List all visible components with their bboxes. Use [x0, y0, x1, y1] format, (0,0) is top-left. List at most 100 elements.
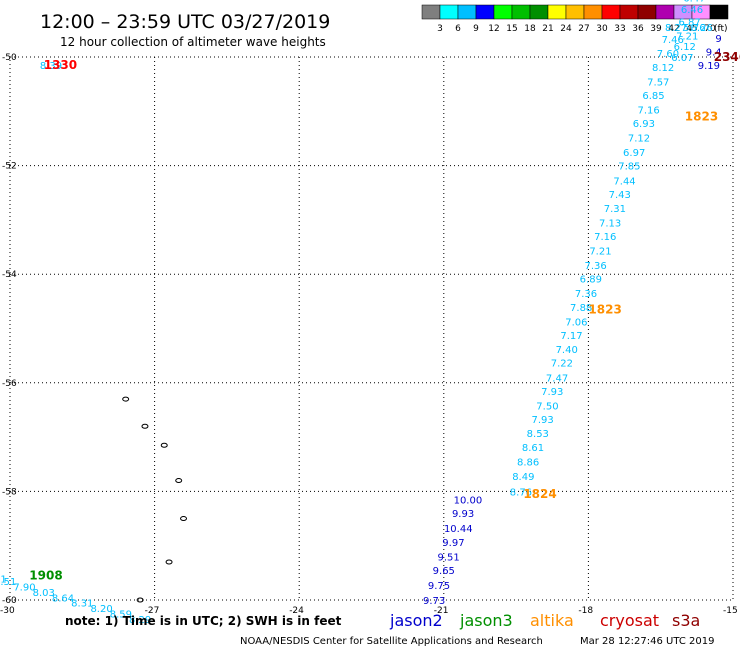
island-outline — [165, 559, 173, 565]
island-outline — [136, 597, 144, 603]
chart-title: 12:00 – 23:59 UTC 03/27/2019 — [40, 11, 330, 33]
legend-item-s3a: s3a — [672, 611, 700, 630]
wave-height-value: 10.44 — [444, 524, 473, 535]
colorbar-label: 30 — [596, 24, 608, 34]
colorbar-label: 33 — [614, 24, 625, 34]
time-labels: 1330 1823 1824 1908 1823 2346 — [29, 50, 740, 583]
wave-height-value: 9 — [715, 34, 721, 45]
x-tick-label: -21 — [434, 606, 449, 616]
wave-height-value: 6.12 — [674, 42, 696, 53]
wave-height-value: 8.53 — [527, 429, 549, 440]
colorbar-label: 12 — [488, 24, 499, 34]
pass-time-label: 2346 — [714, 50, 740, 64]
wave-height-value: 7.47 — [546, 373, 568, 384]
wave-height-value: 9.19 — [698, 61, 720, 72]
wave-height-value: 8.29 — [129, 615, 151, 626]
pass-time-label: 1330 — [44, 58, 77, 72]
wave-height-value: 6.97 — [623, 148, 645, 159]
colorbar-swatch — [439, 4, 459, 20]
colorbar-label: 42 — [668, 24, 679, 34]
wave-height-value: 5.76 — [683, 23, 705, 34]
y-tick-label: -50 — [2, 53, 17, 63]
wave-height-value: 7.36 — [575, 289, 597, 300]
wave-height-value: 9.75 — [428, 581, 450, 592]
colorbar-swatch — [601, 4, 621, 20]
wave-height-value: 6.85 — [642, 91, 664, 102]
colorbar-swatch — [637, 4, 657, 20]
wave-height-value: 7.22 — [551, 359, 573, 370]
pass-time-label: 1908 — [29, 569, 62, 583]
wave-height-value: 7.40 — [556, 345, 578, 356]
colorbar-swatch — [655, 4, 675, 20]
island-outline — [180, 516, 188, 522]
wave-height-value: 8.61 — [522, 443, 544, 454]
grid — [9, 56, 734, 601]
legend-item-jason2: jason2 — [389, 611, 443, 630]
wave-height-value: 7.88 — [570, 303, 592, 314]
colorbar-unit: (ft) — [714, 24, 728, 34]
wave-height-value: 8.12 — [652, 63, 674, 74]
wave-height-value: 8.31 — [71, 599, 93, 610]
x-tick-label: -27 — [145, 606, 160, 616]
pass-time-label: 1823 — [588, 302, 621, 316]
wave-height-value: 8.49 — [512, 472, 534, 483]
wave-height-value: 7.50 — [536, 402, 558, 413]
x-tick-label: -24 — [289, 606, 304, 616]
footer-credit: NOAA/NESDIS Center for Satellite Applica… — [240, 636, 543, 647]
wave-height-value: 6.26 — [691, 23, 713, 34]
wave-height-value: 9.65 — [433, 566, 455, 577]
colorbar-swatch — [475, 4, 495, 20]
pass-time-label: 1824 — [523, 487, 556, 501]
colorbar-label: 45 — [686, 24, 697, 34]
wave-height-value: 7.16 — [638, 106, 660, 117]
colorbar-label: 9 — [473, 24, 479, 34]
footer-note: note: 1) Time is in UTC; 2) SWH is in fe… — [65, 614, 342, 628]
colorbar-swatch — [529, 4, 549, 20]
wave-height-value: 7.51 — [0, 577, 16, 588]
y-tick-label: -52 — [2, 162, 17, 172]
colorbar-label: 24 — [560, 24, 572, 34]
data-points: 8.76 8.49 8.86 8.61 8.53 7.93 7.50 7.93 7.47 7.22… — [0, 0, 722, 626]
wave-height-value: 7.06 — [565, 317, 587, 328]
wave-height-value: 8.03 — [33, 588, 55, 599]
color-legend-bar: 3 6 9 12 15 18 21 24 27 30 33 36 39 42 45 70(ft) — [421, 4, 729, 34]
colorbar-swatch — [619, 4, 639, 20]
colorbar-swatch — [547, 4, 567, 20]
wave-height-value: 8.21 — [0, 574, 7, 585]
wave-height-value: 6.46 — [681, 5, 703, 16]
colorbar-swatch — [457, 4, 477, 20]
colorbar-swatch — [565, 4, 585, 20]
colorbar-label: 36 — [632, 24, 644, 34]
wave-height-value: 8.27 — [665, 23, 687, 34]
wave-height-value: 7.17 — [560, 331, 582, 342]
wave-height-value: 7.60 — [657, 49, 679, 60]
colorbar-swatch — [709, 4, 729, 20]
wave-height-value: 6.93 — [633, 119, 655, 130]
wave-height-value: 7.31 — [604, 204, 626, 215]
x-tick-label: -18 — [578, 606, 593, 616]
y-tick-label: -58 — [2, 487, 17, 497]
wave-height-value: 6.89 — [580, 275, 602, 286]
colorbar-swatch — [421, 4, 441, 20]
wave-height-value: 7.57 — [647, 77, 669, 88]
island-outline — [175, 478, 183, 484]
wave-height-value: 7.43 — [609, 190, 631, 201]
colorbar-swatch — [493, 4, 513, 20]
wave-height-value: 7.13 — [599, 219, 621, 230]
legend-item-cryosat: cryosat — [600, 611, 659, 630]
wave-height-value: 7.44 — [613, 176, 635, 187]
wave-height-value: 7.90 — [13, 582, 35, 593]
wave-height-value: 6.07 — [671, 53, 693, 64]
wave-height-value: 9.73 — [423, 596, 445, 607]
colorbar-label: 27 — [578, 24, 589, 34]
wave-height-value: 8.39 — [40, 61, 62, 72]
wave-height-value: 7.85 — [618, 162, 640, 173]
legend-item-altika: altika — [530, 611, 574, 630]
wave-height-value: 7.21 — [676, 31, 698, 42]
wave-height-value: 7.21 — [589, 246, 611, 257]
y-tick-label: -56 — [2, 379, 17, 389]
plot-border — [9, 56, 734, 601]
pass-time-label: 1823 — [685, 110, 718, 124]
y-tick-label: -60 — [2, 596, 17, 606]
